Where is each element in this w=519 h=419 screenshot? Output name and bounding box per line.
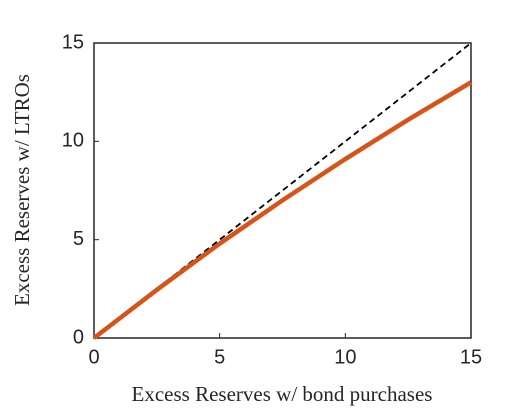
y-axis-label: Excess Reserves w/ LTROs <box>10 74 34 306</box>
x-tick-label: 10 <box>334 346 356 368</box>
plot-frame <box>93 42 472 339</box>
x-tick-label: 0 <box>88 346 99 368</box>
x-tick-label: 5 <box>214 346 225 368</box>
y-tick-label: 0 <box>73 326 84 348</box>
y-tick-label: 15 <box>62 31 84 53</box>
x-axis-label: Excess Reserves w/ bond purchases <box>132 382 433 406</box>
y-tick-label: 5 <box>73 228 84 250</box>
y-tick-label: 10 <box>62 130 84 152</box>
series-line <box>92 80 473 340</box>
x-tick-label: 15 <box>460 346 482 368</box>
